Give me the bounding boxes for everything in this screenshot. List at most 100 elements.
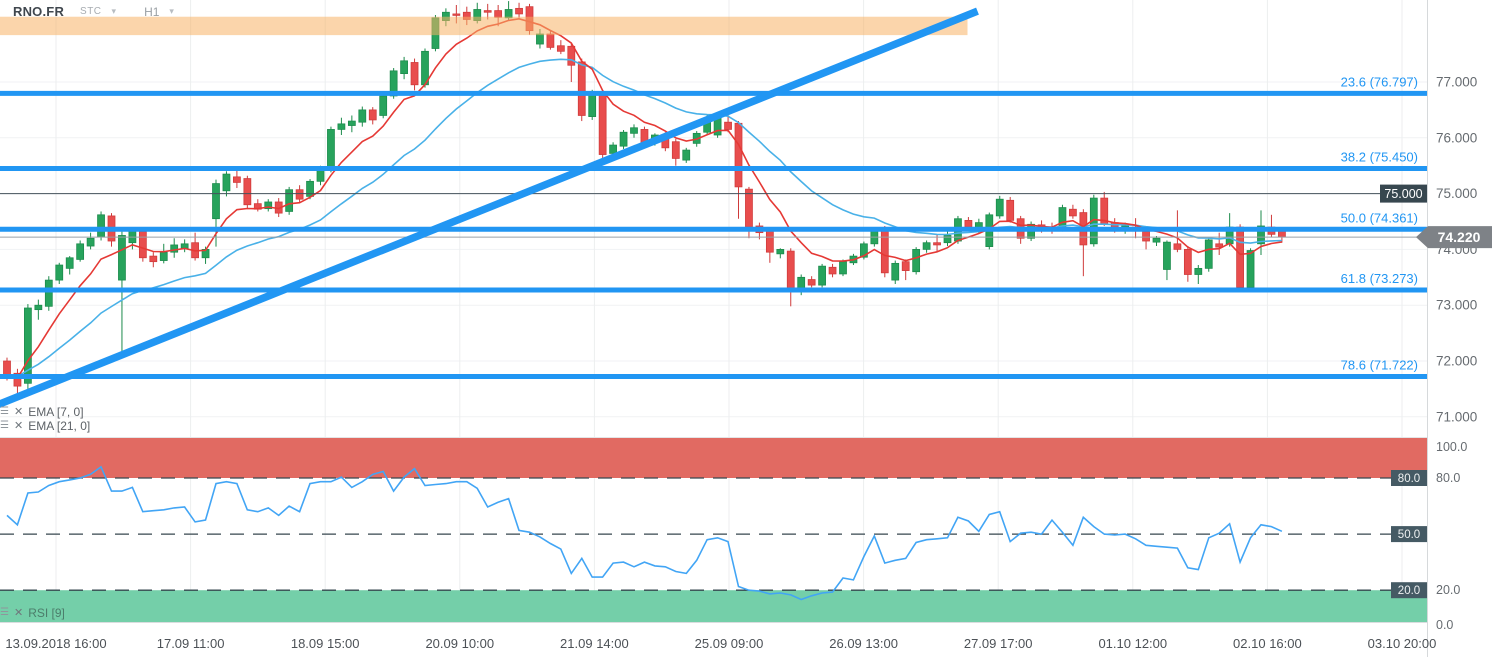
indicator-dropdown-label: STC — [80, 6, 102, 17]
price-axis-label: 77.000 — [1436, 75, 1477, 90]
ema-slow-legend-label: EMA [21, 0] — [28, 419, 91, 433]
fibonacci-label: 38.2 (75.450) — [1341, 149, 1418, 164]
price-axis-label: 72.000 — [1436, 354, 1477, 369]
candle-body — [880, 229, 889, 274]
rsi-axis-label: 20.0 — [1436, 583, 1460, 597]
rsi-level-badge-label: 80.0 — [1398, 473, 1420, 485]
candlestick-series — [3, 1, 1286, 395]
price-axis-label: 71.000 — [1436, 409, 1477, 424]
candle-body — [818, 265, 826, 286]
time-axis-label: 01.10 12:00 — [1098, 636, 1167, 651]
candle-body — [1215, 243, 1224, 248]
candle-body — [118, 235, 126, 281]
candle-body — [128, 229, 137, 244]
rsi-level-badge — [1391, 582, 1427, 599]
timeframe-dropdown[interactable]: H1 ▾ — [124, 5, 174, 19]
remove-indicator-icon[interactable]: ✕ — [13, 405, 24, 418]
candle-body — [1194, 267, 1203, 275]
candle-body — [745, 188, 753, 228]
candle-body — [337, 123, 346, 130]
candle-body — [1142, 231, 1150, 242]
candle-body — [358, 109, 367, 123]
candle-body — [536, 33, 544, 45]
fibonacci-label: 78.6 (71.722) — [1341, 358, 1418, 373]
candle-body — [24, 307, 32, 384]
rsi-level-badge-label: 50.0 — [1398, 529, 1420, 541]
candle-body — [65, 257, 74, 269]
time-axis-label: 17.09 11:00 — [157, 636, 225, 651]
fibonacci-label: 23.6 (76.797) — [1341, 74, 1418, 89]
candle-body — [483, 10, 492, 13]
candle-body — [504, 9, 513, 19]
candle-body — [1257, 225, 1265, 245]
candle-body — [149, 255, 158, 263]
candle-body — [34, 304, 43, 311]
highlight-band[interactable] — [0, 16, 968, 36]
ema-fast-legend: ☰ ✕ EMA [7, 0] — [0, 405, 84, 419]
rsi-axis-label: 100.0 — [1436, 440, 1467, 454]
candle-body — [368, 109, 377, 121]
candle-body — [379, 95, 388, 116]
rsi-axis-label: 0.0 — [1436, 618, 1453, 632]
candle-body — [170, 244, 179, 253]
price-axis-label: 73.000 — [1436, 298, 1477, 313]
candle-body — [86, 237, 95, 247]
fibonacci-label: 61.8 (73.273) — [1341, 271, 1418, 286]
candle-body — [922, 242, 931, 250]
candle-body — [327, 129, 335, 171]
time-axis-label: 26.09 13:00 — [829, 636, 898, 651]
time-axis-label: 25.09 09:00 — [695, 636, 764, 651]
indicator-settings-icon[interactable]: ☰ — [0, 420, 9, 431]
indicator-settings-icon[interactable]: ☰ — [0, 406, 9, 417]
rsi-level-badge — [1391, 526, 1427, 543]
rsi-legend-label: RSI [9] — [28, 606, 65, 620]
candle-body — [943, 235, 952, 244]
candle-body — [776, 249, 785, 255]
candle-body — [901, 261, 910, 271]
remove-indicator-icon[interactable]: ✕ — [13, 606, 24, 619]
candle-body — [891, 262, 900, 281]
candle-body — [964, 220, 973, 228]
rsi-line[interactable] — [6, 465, 1283, 601]
chevron-down-icon: ▾ — [111, 6, 117, 16]
indicator-settings-icon[interactable]: ☰ — [0, 607, 9, 618]
candle-body — [138, 231, 147, 259]
current-price-badge-label: 74.220 — [1438, 229, 1481, 245]
time-axis-label: 18.09 15:00 — [291, 636, 360, 651]
candle-body — [222, 173, 231, 192]
candle-body — [295, 189, 304, 200]
candle-body — [452, 13, 461, 16]
candle-body — [828, 266, 837, 275]
time-axis-label: 02.10 16:00 — [1233, 636, 1302, 651]
rsi-level-badge — [1391, 470, 1427, 486]
candle-body — [1006, 199, 1015, 221]
candle-body — [546, 33, 555, 48]
indicator-dropdown[interactable]: STC ▾ — [72, 6, 116, 17]
remove-indicator-icon[interactable]: ✕ — [13, 419, 24, 432]
candle-body — [44, 279, 53, 307]
trendline[interactable] — [0, 7, 979, 408]
candle-body — [97, 214, 105, 238]
candle-body — [3, 360, 11, 376]
candle-body — [76, 243, 85, 260]
candle-body — [682, 149, 691, 161]
candle-body — [567, 45, 576, 66]
candle-body — [1183, 249, 1192, 275]
candle-body — [860, 243, 868, 258]
candle-body — [400, 60, 408, 75]
candle-body — [264, 201, 273, 210]
rsi-oversold-zone — [0, 590, 1427, 622]
time-axis-label: 27.09 17:00 — [964, 636, 1033, 651]
candle-body — [671, 141, 680, 159]
candle-body — [619, 131, 628, 147]
candle-body — [1278, 230, 1286, 238]
rsi-axis-label: 80.0 — [1436, 471, 1460, 485]
candle-body — [306, 180, 314, 197]
price-axis-label: 76.000 — [1436, 130, 1477, 145]
time-axis-label: 21.09 14:00 — [560, 636, 629, 651]
candle-body — [494, 10, 503, 18]
price-axis-label: 75.000 — [1436, 186, 1477, 201]
rsi-level-badge-label: 20.0 — [1398, 585, 1420, 597]
chart-header: RNO.FR STC ▾ H1 ▾ — [13, 4, 174, 19]
candle-body — [243, 178, 252, 206]
